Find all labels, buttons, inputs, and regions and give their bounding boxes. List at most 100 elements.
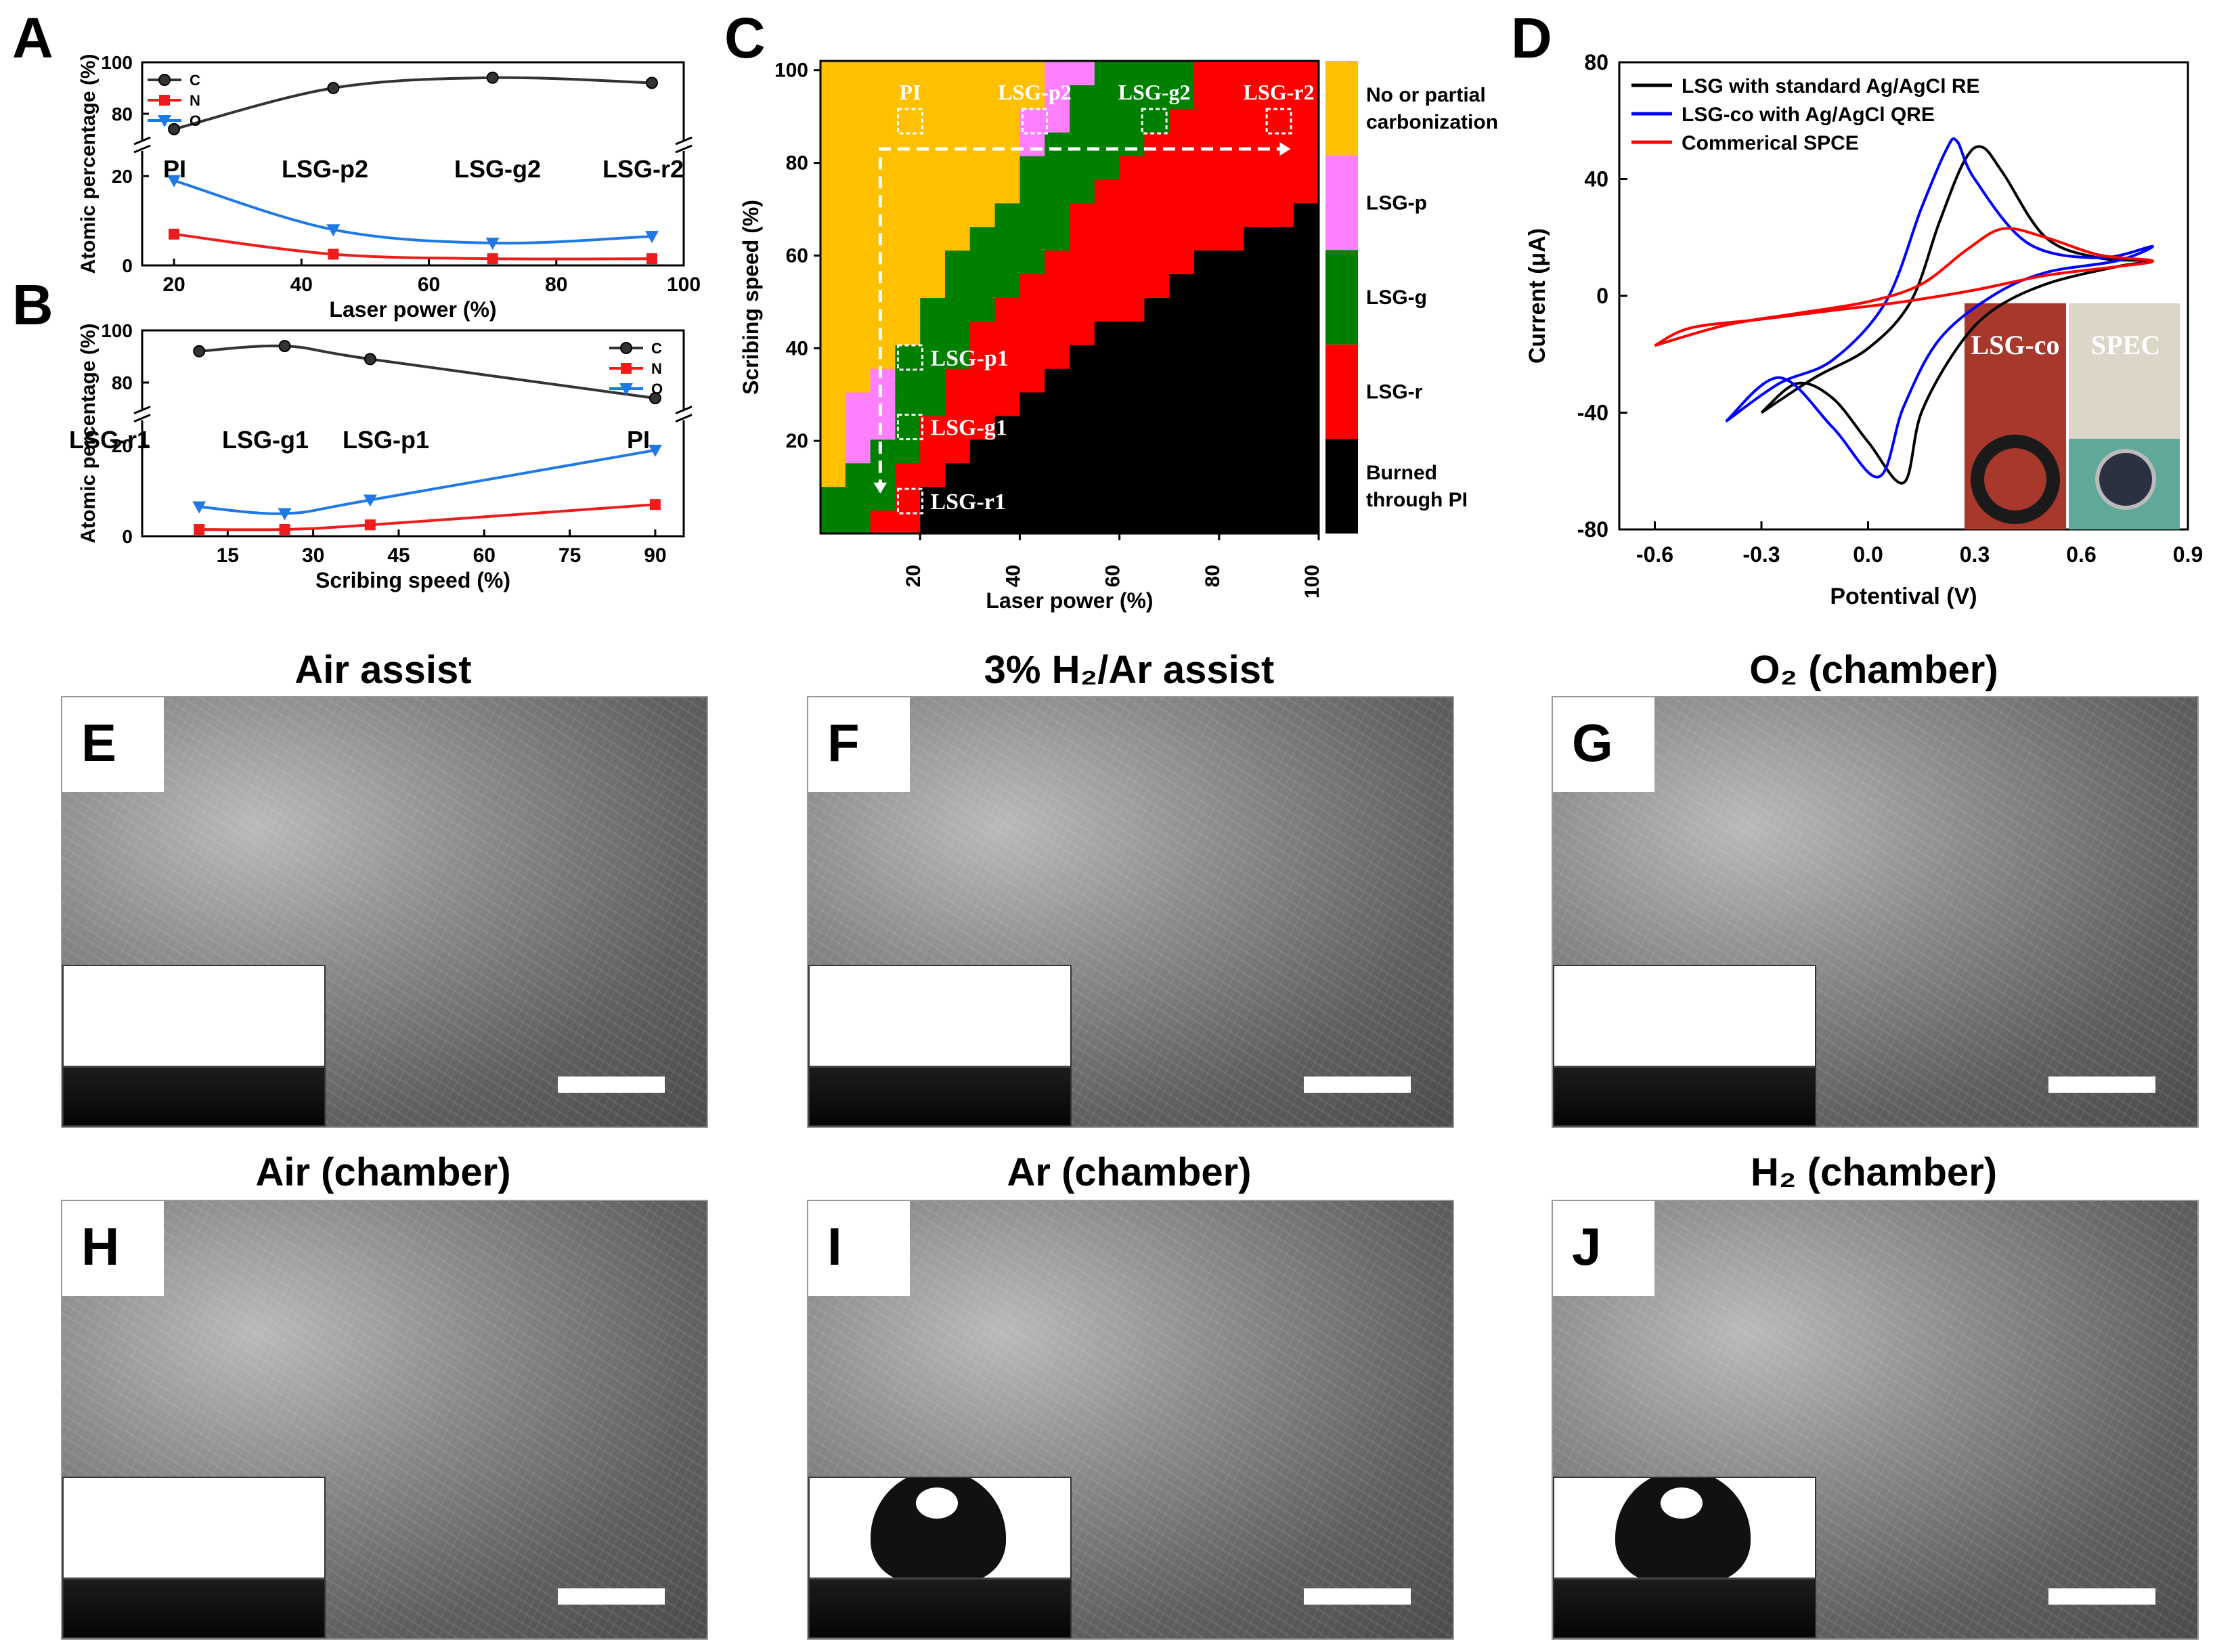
inset-label-spec: SPEC <box>2091 330 2160 360</box>
heatmap-cell <box>994 84 1021 109</box>
heatmap-cell <box>1019 108 1046 133</box>
heatmap-cell <box>1169 439 1195 464</box>
legend-label-C: LSG-r <box>1366 381 1423 404</box>
heatmap-cell <box>1194 61 1220 85</box>
heatmap-cell <box>1144 462 1170 487</box>
heatmap-cell <box>1294 250 1319 275</box>
heatmap-cell <box>1244 320 1270 345</box>
heatmap-cell <box>1045 84 1070 109</box>
heatmap-cell <box>1194 226 1220 251</box>
heatmap-cell <box>870 274 896 298</box>
data-point-N <box>328 248 339 260</box>
heatmap-cell <box>920 486 946 511</box>
charts-layer: 80 100 0 20 20 40 60 80 100 Laser power (%) Atomic… <box>69 50 2203 613</box>
heatmap-cell <box>920 415 946 440</box>
heatmap-cell <box>1045 179 1070 204</box>
heatmap-cell <box>870 61 896 85</box>
heatmap-cell <box>1070 439 1095 464</box>
heatmap-cell <box>1244 391 1270 416</box>
heatmap-cell <box>969 368 996 393</box>
y-tick-label-D: -40 <box>1577 401 1608 425</box>
heatmap-cell <box>820 108 846 133</box>
heatmap-cell <box>845 439 871 464</box>
heatmap-cell <box>845 344 871 369</box>
heatmap-cell <box>845 415 871 440</box>
heatmap-cell <box>1219 439 1245 464</box>
heatmap-cell <box>1269 320 1295 345</box>
panel-label-box: G <box>1553 697 1654 792</box>
y-axis-label-A: Atomic percentage (%) <box>77 53 100 274</box>
heatmap-cell <box>945 391 971 416</box>
heatmap-cell <box>820 84 846 109</box>
heatmap-cell <box>870 486 896 511</box>
heatmap-cell <box>895 131 921 156</box>
heatmap-cell <box>845 131 871 156</box>
heatmap-cell <box>845 108 871 133</box>
heatmap-cell <box>1045 344 1070 369</box>
heatmap-cell <box>1219 179 1245 204</box>
y-tick-label-D: 80 <box>1584 50 1608 74</box>
x-tick-label-C: 60 <box>1102 565 1124 587</box>
heatmap-cell <box>1144 320 1170 345</box>
heatmap-cell <box>1244 179 1270 204</box>
heatmap-cell <box>945 344 971 369</box>
data-point-N <box>194 523 205 535</box>
heatmap-cell <box>969 344 996 369</box>
heatmap-cell <box>994 108 1021 133</box>
legend-marker-O <box>158 115 171 127</box>
panel-letter-c: C <box>724 6 766 70</box>
heatmap-cell <box>1294 391 1319 416</box>
heatmap-cell <box>1269 439 1295 464</box>
heatmap-cell <box>1094 510 1120 534</box>
heatmap-cell <box>1294 344 1319 369</box>
heatmap-cell <box>845 250 871 275</box>
contact-angle-inset <box>808 965 1072 1127</box>
heatmap-cell <box>1045 226 1070 251</box>
heatmap-cell <box>1019 462 1046 487</box>
heatmap-cell <box>994 179 1021 204</box>
heatmap-cell <box>820 61 846 85</box>
heatmap-cell <box>1144 510 1170 534</box>
sample-marker-label: LSG-r2 <box>1244 80 1315 104</box>
heatmap-cell <box>1294 61 1319 85</box>
heatmap-cell <box>1094 439 1120 464</box>
heatmap-cell <box>920 202 946 227</box>
heatmap-cell <box>1019 202 1046 227</box>
data-point-N <box>646 253 657 265</box>
legend-label-D: LSG with standard Ag/AgCl RE <box>1682 75 1980 97</box>
x-tick-label-B: 30 <box>302 544 324 567</box>
heatmap-cell <box>1244 84 1270 109</box>
heatmap-cell <box>1119 250 1145 275</box>
heatmap-cell <box>920 84 946 109</box>
heatmap-cell <box>1219 486 1245 511</box>
heatmap-cell <box>1169 391 1195 416</box>
heatmap-cell <box>945 84 971 109</box>
heatmap-cell <box>1119 202 1145 227</box>
panel-letter-a: A <box>12 6 53 70</box>
heatmap-cell <box>1070 108 1095 133</box>
heatmap-cell <box>1094 297 1120 322</box>
heatmap-cell <box>845 155 871 180</box>
sample-annotation: LSG-p2 <box>282 155 368 183</box>
heatmap-cell <box>1169 462 1195 487</box>
heatmap-cell <box>1144 250 1170 275</box>
data-point-N <box>487 253 498 265</box>
panel-letter: F <box>827 713 860 773</box>
heatmap-cell <box>1144 486 1170 511</box>
heatmap-cell <box>1294 202 1319 227</box>
heatmap-cell <box>969 131 996 156</box>
heatmap-cell <box>1169 250 1195 275</box>
heatmap-cell <box>1244 297 1270 322</box>
y-tick-label-C: 40 <box>786 337 808 360</box>
heatmap-cell <box>1019 250 1046 275</box>
heatmap-cell <box>870 368 896 393</box>
heatmap-cell <box>1294 155 1319 180</box>
heatmap-cell <box>994 131 1021 156</box>
legend-marker-N <box>621 363 632 374</box>
heatmap-cell <box>1045 250 1070 275</box>
heatmap-cell <box>969 415 996 440</box>
legend-marker-O <box>619 383 633 395</box>
axis-break-right <box>675 136 693 154</box>
data-point-N <box>279 523 290 535</box>
legend-label-O: O <box>651 381 663 397</box>
